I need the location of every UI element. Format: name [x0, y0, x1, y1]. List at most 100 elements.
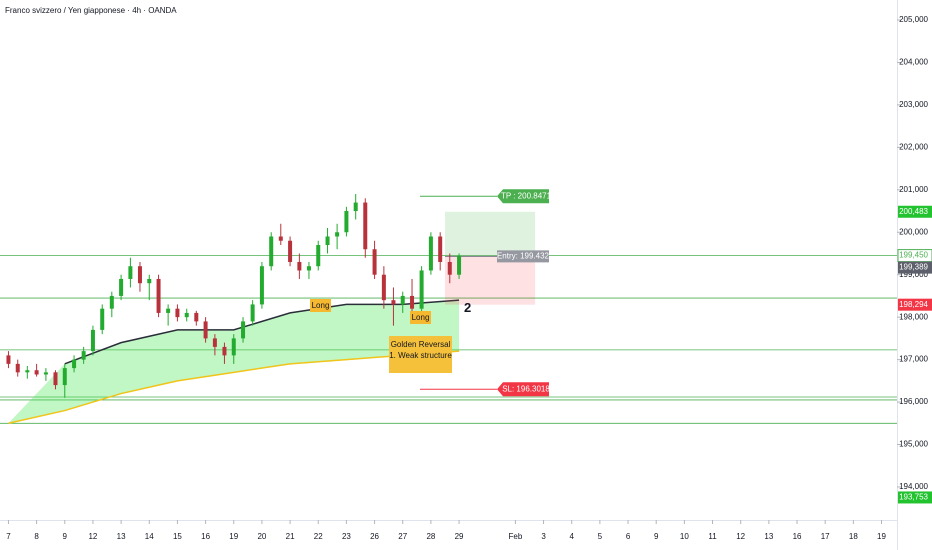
- candle-body: [335, 232, 340, 237]
- x-tick-label: 5: [598, 532, 603, 541]
- candle-body: [15, 363, 20, 373]
- candle-body: [250, 304, 255, 322]
- candle-body: [428, 236, 433, 271]
- candle-body: [137, 266, 142, 284]
- y-tick-label: 194,000: [899, 482, 928, 491]
- long-label: Long: [410, 311, 431, 324]
- candle-body: [278, 236, 283, 241]
- price-label: 193,753: [899, 493, 928, 502]
- y-tick-label: 202,000: [899, 142, 928, 151]
- candle-body: [203, 321, 208, 339]
- candle-body: [316, 244, 321, 267]
- candle-body: [457, 255, 462, 275]
- candle-body: [156, 278, 161, 313]
- candle-body: [6, 355, 11, 364]
- candle-body: [53, 372, 58, 386]
- x-tick-label: 14: [145, 532, 154, 541]
- x-tick-label: 21: [286, 532, 295, 541]
- y-tick-label: 195,000: [899, 440, 928, 449]
- x-tick-label: 15: [173, 532, 182, 541]
- candle-body: [438, 236, 443, 262]
- x-tick-label: 4: [569, 532, 574, 541]
- candle-body: [353, 202, 358, 212]
- chart-title: Franco svizzero / Yen giapponese · 4h · …: [5, 6, 177, 15]
- y-tick-label: 199,000: [899, 270, 928, 279]
- x-tick-label: 26: [370, 532, 379, 541]
- candle-body: [391, 300, 396, 305]
- x-tick-label: 3: [541, 532, 546, 541]
- price-label-box: [898, 205, 932, 218]
- x-tick-label: 13: [117, 532, 126, 541]
- x-tick-label: 8: [34, 532, 39, 541]
- candle-body: [344, 211, 349, 233]
- price-label-box: [898, 261, 932, 274]
- candle-body: [109, 295, 114, 309]
- note-line: Golden Reversal: [390, 340, 451, 349]
- price-label: 199,450: [899, 251, 928, 260]
- sl-box: [497, 382, 549, 397]
- y-tick-label: 205,000: [899, 15, 928, 24]
- candle-body: [90, 329, 95, 352]
- x-tick-label: 9: [63, 532, 68, 541]
- candle-body: [222, 346, 227, 356]
- tp-zone: [444, 211, 536, 257]
- price-label: 198,294: [899, 300, 928, 309]
- x-tick-label: 19: [229, 532, 238, 541]
- candle-body: [269, 236, 274, 267]
- candle-body: [325, 236, 330, 245]
- x-tick-label: 9: [654, 532, 659, 541]
- x-tick-label: 11: [708, 532, 717, 541]
- wave-label: 2: [464, 300, 472, 315]
- candle-body: [175, 308, 180, 318]
- price-label-box: [898, 298, 932, 311]
- x-tick-label: 22: [314, 532, 323, 541]
- candle-body: [194, 312, 199, 322]
- note-line: 1. Weak structure: [389, 351, 452, 360]
- x-tick-label: 6: [626, 532, 631, 541]
- x-tick-label: 18: [849, 532, 858, 541]
- x-tick-label: 16: [201, 532, 210, 541]
- price-label: 199,389: [899, 263, 928, 272]
- x-tick-label: 17: [821, 532, 830, 541]
- candle-body: [447, 261, 452, 275]
- candle-body: [241, 321, 246, 339]
- y-tick-label: 203,000: [899, 100, 928, 109]
- y-tick-label: 204,000: [899, 58, 928, 67]
- x-tick-label: 10: [680, 532, 689, 541]
- x-tick-label: 20: [257, 532, 266, 541]
- candle-body: [288, 240, 293, 262]
- x-tick-label: 7: [6, 532, 11, 541]
- y-tick-label: 196,000: [899, 397, 928, 406]
- price-label: 200,483: [899, 207, 928, 216]
- tp-box: [497, 189, 549, 204]
- candle-body: [372, 249, 377, 275]
- x-tick-label: 29: [455, 532, 464, 541]
- candle-body: [184, 312, 189, 318]
- price-label-box: [898, 491, 932, 504]
- x-tick-label: 16: [793, 532, 802, 541]
- candle-body: [81, 351, 86, 360]
- candle-body: [25, 370, 30, 373]
- tp-label: TP : 200.8471: [501, 191, 552, 200]
- golden-reversal-note: Golden Reversal 1. Weak structure: [389, 336, 452, 373]
- candle-body: [72, 359, 77, 369]
- candle-body: [410, 295, 415, 309]
- y-tick-label: 200,000: [899, 227, 928, 236]
- candle-body: [128, 266, 133, 279]
- sl-label: SL: 196.3018: [502, 384, 550, 393]
- candle-body: [100, 308, 105, 330]
- x-tick-label: 12: [736, 532, 745, 541]
- candle-body: [400, 295, 405, 305]
- candle-body: [231, 338, 236, 356]
- moving-average: [8, 350, 460, 425]
- entry-box: [497, 250, 549, 263]
- candle-body: [62, 368, 67, 386]
- candle-body: [34, 370, 39, 375]
- y-tick-label: 198,000: [899, 312, 928, 321]
- candle-body: [43, 372, 48, 375]
- candle-body: [297, 261, 302, 271]
- y-tick-label: 197,000: [899, 355, 928, 364]
